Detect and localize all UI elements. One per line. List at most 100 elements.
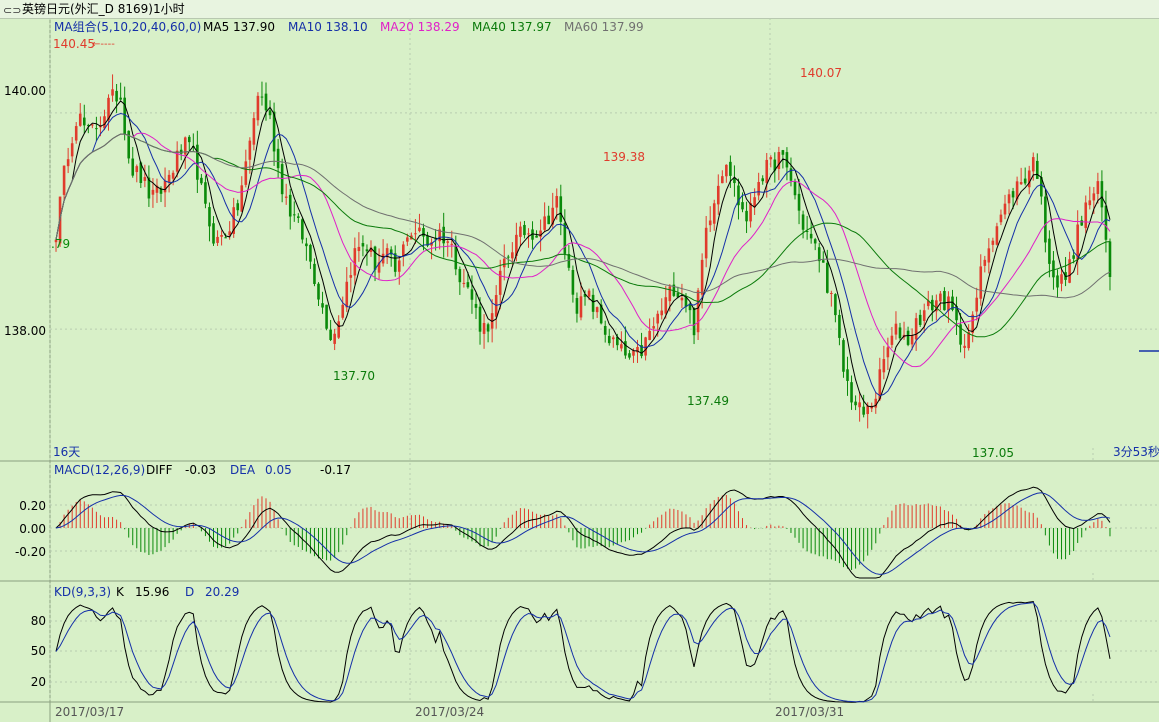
candle-body <box>567 253 571 268</box>
candle-body <box>438 229 441 242</box>
candle-body <box>426 235 429 246</box>
candle-body <box>301 219 304 240</box>
candle-body <box>418 227 421 232</box>
kd-lines <box>55 601 1111 703</box>
timer-label: 3分53秒 <box>1113 445 1159 459</box>
ma5-line <box>55 100 1111 408</box>
candle-body <box>220 235 223 237</box>
candlestick-series <box>54 74 1112 429</box>
low-annotation: 137.05 <box>972 446 1014 460</box>
candle-body <box>131 158 135 176</box>
candle-body <box>745 210 748 222</box>
candle-body <box>854 401 857 406</box>
candle-body <box>1088 200 1092 206</box>
candle-body <box>882 359 886 373</box>
candle-body <box>648 330 651 341</box>
high-annotation: 139.38 <box>603 150 645 164</box>
candle-body <box>995 226 999 245</box>
candle-body <box>801 214 805 230</box>
candle-body <box>611 337 615 340</box>
candle-body <box>159 188 163 194</box>
candle-body <box>196 144 199 180</box>
chart-window-icon[interactable]: ⊂⊃ <box>3 4 22 17</box>
candle-body <box>1052 260 1055 278</box>
candle-body <box>769 157 773 160</box>
y-tick-label: 140.00 <box>4 84 46 98</box>
candle-body <box>591 294 595 312</box>
candle-body <box>777 152 781 170</box>
candle-body <box>704 227 708 259</box>
high-arrow: ←---- <box>92 39 115 50</box>
candle-body <box>712 203 716 224</box>
candle-body <box>918 314 922 325</box>
candle-body <box>910 335 914 345</box>
ma-legend: MA组合(5,10,20,40,60,0) MA5 137.90 MA10 13… <box>54 19 644 34</box>
candle-body <box>555 195 559 208</box>
candle-body <box>385 248 389 258</box>
candle-body <box>523 224 526 236</box>
candle-body <box>292 214 296 216</box>
candle-body <box>87 125 90 127</box>
candle-body <box>143 177 147 181</box>
candle-body <box>551 207 555 225</box>
candle-body <box>280 164 284 195</box>
candle-body <box>1035 160 1039 179</box>
ma40-line <box>55 133 1111 338</box>
high-annotation: 140.45 <box>53 37 95 51</box>
chart-canvas[interactable]: 140.00 138.00 .79 0.20 0.00 -0.20 80 50 … <box>0 18 1159 722</box>
candle-body <box>890 335 894 345</box>
ma40-legend: MA40 137.97 <box>472 20 552 34</box>
candle-body <box>595 307 599 313</box>
candle-body <box>175 150 179 172</box>
candle-body <box>313 263 316 284</box>
candle-body <box>842 340 845 372</box>
candle-body <box>979 266 983 299</box>
candle-body <box>943 290 946 311</box>
candle-body <box>515 234 518 256</box>
candle-body <box>183 137 187 155</box>
candle-body <box>91 124 94 126</box>
candle-body <box>402 244 405 257</box>
candle-body <box>813 239 817 244</box>
candle-body <box>1104 205 1108 240</box>
candle-body <box>107 97 110 121</box>
candle-body <box>664 297 668 314</box>
candle-body <box>228 231 231 236</box>
candle-body <box>1100 181 1104 208</box>
high-annotation: 140.07 <box>800 66 842 80</box>
candle-body <box>373 246 377 270</box>
candle-body <box>462 282 466 285</box>
candle-body <box>1076 224 1079 260</box>
dea-value: 0.05 <box>265 463 292 477</box>
candle-body <box>749 203 752 222</box>
candle-body <box>361 243 365 247</box>
candle-body <box>583 294 587 297</box>
candle-body <box>147 177 151 199</box>
candle-body <box>353 248 357 276</box>
candle-body <box>624 341 627 356</box>
candle-body <box>1040 177 1043 197</box>
candle-body <box>446 241 450 243</box>
candle-body <box>733 177 736 184</box>
ma60-line <box>55 133 1111 299</box>
candle-body <box>1015 181 1019 200</box>
candle-body <box>531 229 534 240</box>
candle-body <box>983 259 987 266</box>
candle-body <box>345 281 349 308</box>
candle-body <box>498 270 502 295</box>
candle-body <box>171 172 175 179</box>
candle-body <box>668 286 672 302</box>
candle-body <box>951 296 954 310</box>
y-tick-label: 0.00 <box>19 522 46 536</box>
price-annotations: 140.45 ←---- 137.70 139.38 137.49 140.07… <box>53 37 1014 460</box>
candle-body <box>696 290 700 333</box>
candle-body <box>272 111 276 152</box>
candle-body <box>70 143 74 157</box>
candle-body <box>478 306 482 332</box>
candle-body <box>826 262 829 293</box>
candle-body <box>797 193 801 211</box>
candle-body <box>240 185 244 212</box>
candle-body <box>135 166 139 173</box>
candle-body <box>204 182 207 204</box>
candle-body <box>793 181 797 196</box>
